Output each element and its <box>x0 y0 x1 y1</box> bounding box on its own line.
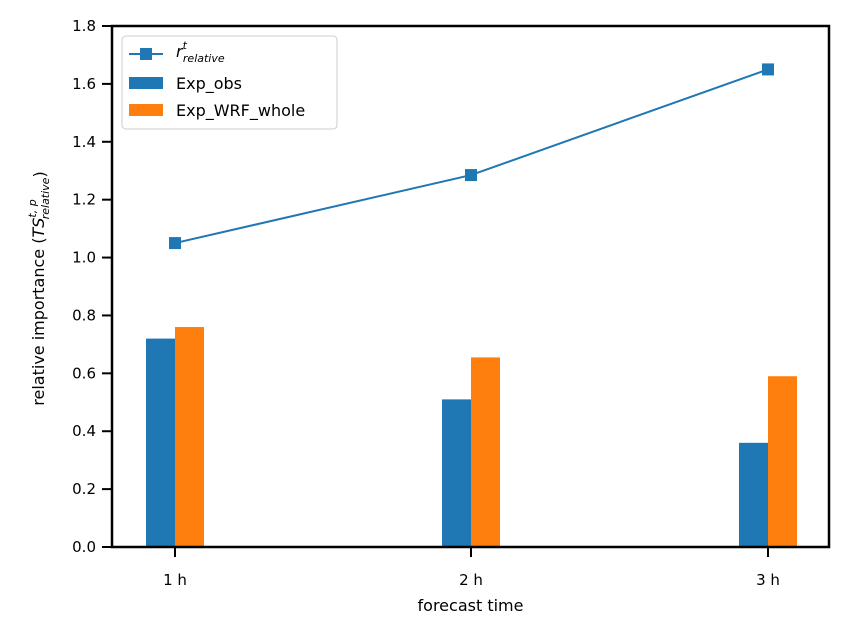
y-tick-label: 1.6 <box>72 75 96 93</box>
line-marker-3 <box>762 63 774 76</box>
y-axis-label: relative importance (TSt, prelative) <box>26 171 52 405</box>
legend-swatch-exp-wrf-whole <box>129 104 163 116</box>
legend-swatch-exp-obs <box>129 77 163 89</box>
legend-line-base: r <box>176 42 184 61</box>
y-axis: 0.0 0.2 0.4 0.6 0.8 1.0 1.2 1.4 1.6 1.8 <box>72 17 112 556</box>
y-axis-label-sup: t, p <box>26 199 39 217</box>
y-tick-label: 0.2 <box>72 480 96 498</box>
y-tick-label: 0.8 <box>72 306 96 324</box>
legend-item-exp-wrf-whole: Exp_WRF_whole <box>129 101 305 121</box>
bar-exp-obs-2 <box>442 399 471 547</box>
x-axis: 1 h 2 h 3 h <box>163 547 780 589</box>
legend-line-sub: relative <box>183 52 225 65</box>
line-layer <box>169 63 774 250</box>
y-tick-label: 1.2 <box>72 191 96 209</box>
legend-label-line: rt relative <box>176 39 225 65</box>
line-marker-1 <box>169 237 181 250</box>
bar-exp-obs-1 <box>146 338 175 547</box>
bar-exp-wrf-whole-3 <box>768 376 797 547</box>
y-axis-label-sub: relative <box>39 177 52 219</box>
legend-square-marker <box>140 48 152 60</box>
legend-box <box>121 35 338 130</box>
y-tick-label: 1.4 <box>72 133 96 151</box>
y-tick-label: 0.6 <box>72 364 96 382</box>
x-tick-label: 3 h <box>756 571 780 589</box>
legend-line-sup: t <box>183 39 188 52</box>
y-tick-label: 1.8 <box>72 17 96 35</box>
legend-label-exp-wrf-whole: Exp_WRF_whole <box>176 101 305 121</box>
legend: rt relative Exp_obs Exp_WRF_whole <box>121 35 338 130</box>
y-axis-label-base: TS <box>29 218 48 238</box>
bars-layer <box>146 327 797 547</box>
legend-item-line: rt relative <box>129 39 225 65</box>
bar-exp-obs-3 <box>739 442 768 547</box>
y-tick-label: 0.0 <box>72 538 96 556</box>
legend-item-exp-obs: Exp_obs <box>129 74 242 94</box>
y-tick-label: 0.4 <box>72 422 96 440</box>
line-marker-2 <box>465 169 477 182</box>
x-tick-label: 1 h <box>163 571 187 589</box>
y-axis-label-prefix: relative importance ( <box>29 238 48 406</box>
legend-label-exp-obs: Exp_obs <box>176 74 242 94</box>
x-tick-label: 2 h <box>459 571 483 589</box>
bar-exp-wrf-whole-2 <box>471 357 500 547</box>
y-axis-label-suffix: ) <box>30 171 49 177</box>
y-tick-label: 1.0 <box>72 249 96 267</box>
bar-exp-wrf-whole-1 <box>175 327 204 547</box>
x-axis-label: forecast time <box>418 596 524 615</box>
